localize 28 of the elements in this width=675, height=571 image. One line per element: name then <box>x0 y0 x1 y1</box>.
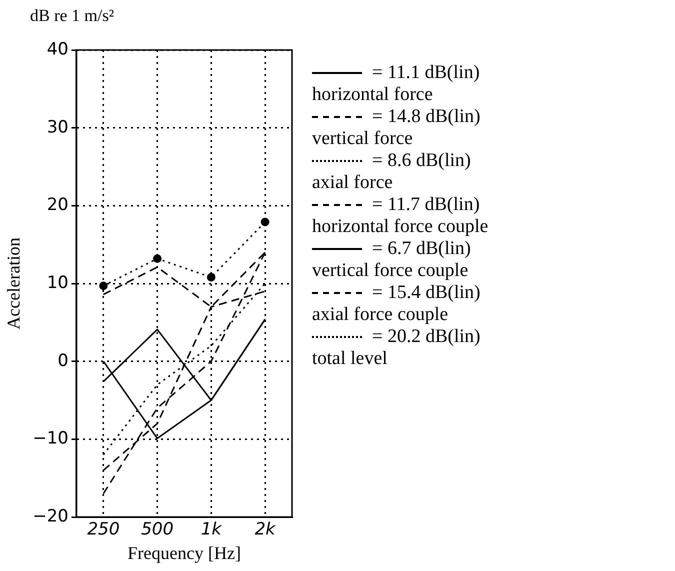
legend-label: vertical force couple <box>312 260 470 282</box>
x-tick-label: 2k <box>254 520 277 540</box>
legend-label: axial force couple <box>312 304 450 326</box>
x-axis-title: Frequency [Hz] <box>128 542 241 563</box>
text: = 14.8 dB(lin) <box>372 106 480 128</box>
y-axis-title: Acceleration <box>4 238 24 330</box>
y-tick-label: −10 <box>32 428 68 449</box>
text: dB re 1 m/s² <box>30 6 114 26</box>
y-tick-label: 0 <box>58 350 68 371</box>
text: = 11.1 dB(lin) <box>372 62 480 84</box>
x-tick-label: 250 <box>87 520 120 540</box>
text: = 11.7 dB(lin) <box>372 194 480 216</box>
legend-label: total level <box>312 348 388 370</box>
x-tick-label: 500 <box>141 520 174 540</box>
text: = 15.4 dB(lin) <box>372 282 480 304</box>
legend-label: axial force <box>312 172 394 194</box>
legend-label: vertical force <box>312 128 414 150</box>
y-tick-label: 10 <box>46 272 68 293</box>
legend-label: horizontal force <box>312 84 434 106</box>
y-tick-label: −20 <box>32 506 68 526</box>
y-tick-label: 20 <box>46 195 68 216</box>
y-tick-label: 40 <box>46 39 68 60</box>
legend-label: horizontal force couple <box>312 216 488 238</box>
text: = 6.7 dB(lin) <box>372 238 471 260</box>
text: = 8.6 dB(lin) <box>372 150 471 172</box>
x-tick-label: 1k <box>200 520 223 540</box>
text: = 20.2 dB(lin) <box>372 326 480 348</box>
y-tick-label: 30 <box>46 117 68 138</box>
